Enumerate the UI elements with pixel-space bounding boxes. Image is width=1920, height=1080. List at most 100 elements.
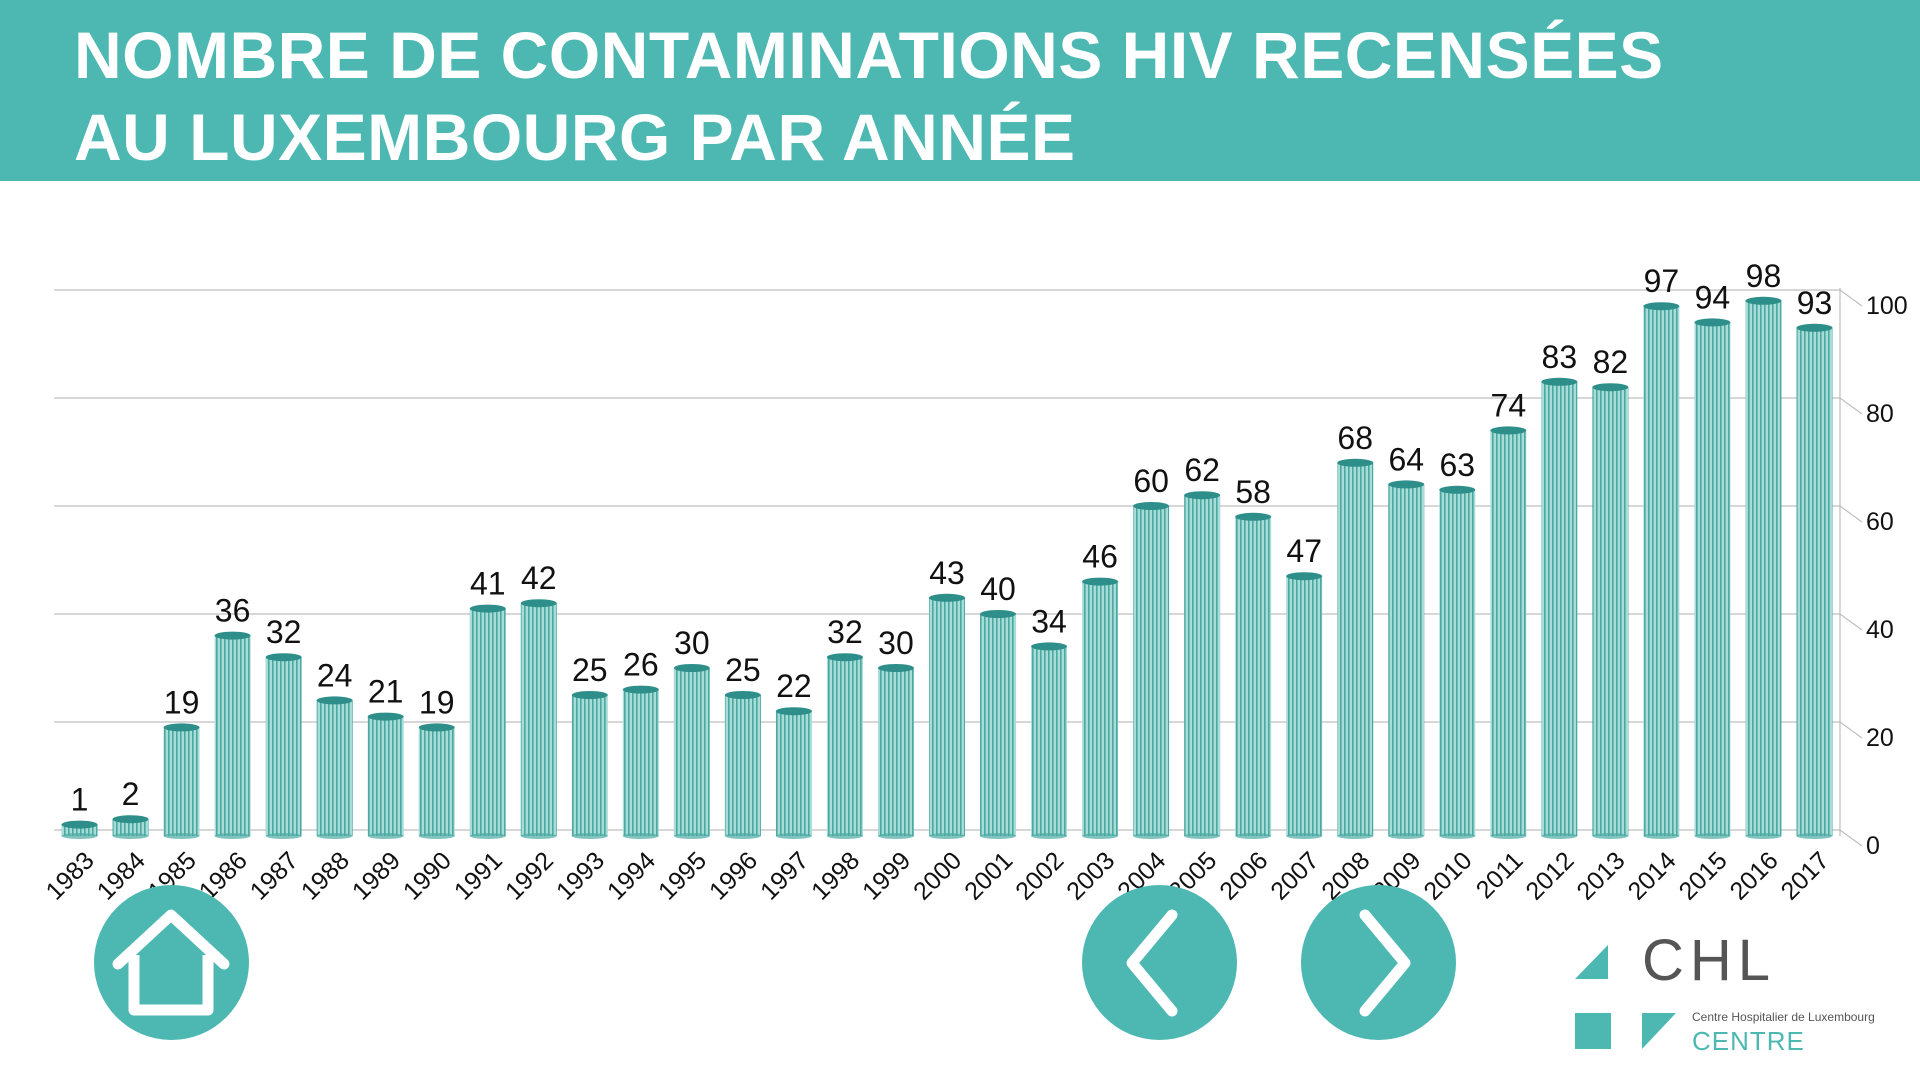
bar-cap <box>1643 302 1680 311</box>
bar-cap <box>1439 485 1476 494</box>
bar-cap <box>1082 577 1119 586</box>
y-tick-label: 60 <box>1866 508 1894 536</box>
bar-value-label: 46 <box>1082 539 1118 575</box>
bar <box>775 711 812 836</box>
x-tick-label: 2011 <box>1471 846 1529 904</box>
chart-bars <box>61 296 1833 839</box>
bar <box>112 819 149 836</box>
bar-value-label: 94 <box>1695 279 1731 315</box>
bar-cap <box>316 696 353 705</box>
bar-cap <box>1286 572 1323 581</box>
bar-cap <box>418 723 455 732</box>
bar <box>265 657 302 836</box>
bar-cap <box>520 599 557 608</box>
bar-value-label: 98 <box>1746 258 1782 294</box>
bar-cap <box>367 712 404 721</box>
gridline-perspective <box>1839 829 1863 847</box>
bar <box>724 695 761 836</box>
bar-value-label: 47 <box>1286 533 1322 569</box>
bar-cap <box>1031 642 1068 651</box>
bar-cap <box>980 610 1017 618</box>
x-tick-label: 1989 <box>347 846 406 905</box>
bar <box>1592 387 1629 836</box>
bar-base <box>469 833 506 839</box>
bar-cap <box>1388 480 1425 489</box>
bar-value-label: 36 <box>215 593 251 629</box>
logo-name: CHL <box>1642 928 1777 993</box>
bar-value-label: 60 <box>1133 463 1169 499</box>
bar-base <box>1490 833 1527 839</box>
y-axis: 0 20 40 60 80 100 <box>1839 288 1908 860</box>
chl-logo-mark <box>1575 945 1676 1049</box>
x-tick-label: 2001 <box>959 846 1018 905</box>
bar-value-label: 32 <box>266 614 302 650</box>
chart-data-labels: 1 2 19 36 32 24 21 19 41 42 25 26 30 25 22 32 30 43 40 34 46… <box>71 258 1833 818</box>
bar-cap <box>877 664 914 672</box>
bar-base <box>316 833 353 839</box>
x-tick-label: 2000 <box>908 846 967 905</box>
bar <box>163 727 200 836</box>
home-icon <box>112 909 230 1016</box>
bar-value-label: 2 <box>122 776 140 812</box>
bar <box>571 695 608 836</box>
bar <box>1439 489 1476 836</box>
bar-base <box>163 833 200 839</box>
bar-value-label: 30 <box>674 625 710 661</box>
y-tick-label: 20 <box>1866 724 1894 752</box>
bar-cap <box>1235 512 1272 521</box>
x-tick-label: 2015 <box>1674 846 1733 905</box>
bar-cap <box>112 815 149 824</box>
bar-value-label: 82 <box>1593 344 1629 380</box>
bar-cap <box>265 653 302 662</box>
bar-base <box>622 833 659 839</box>
bar-base <box>1184 833 1221 839</box>
bar <box>1388 484 1425 836</box>
bar-base <box>775 833 812 839</box>
bar <box>929 597 965 836</box>
bar-base <box>980 833 1017 839</box>
logo-subtitle: Centre Hospitalier de Luxembourg <box>1692 1010 1875 1024</box>
bar-cap <box>469 604 506 613</box>
bar-value-label: 19 <box>164 684 200 720</box>
title-line-1: NOMBRE DE CONTAMINATIONS HIV RECENSÉES <box>74 18 1664 92</box>
bar <box>877 668 914 836</box>
next-slide-button[interactable] <box>1301 885 1456 1040</box>
bar-base <box>571 833 608 839</box>
bar-value-label: 30 <box>878 625 914 661</box>
bar-value-label: 63 <box>1439 447 1475 483</box>
x-tick-label: 1992 <box>500 846 559 905</box>
bar-cap <box>571 691 608 699</box>
bar-value-label: 41 <box>470 566 506 602</box>
bar-base <box>1388 833 1425 839</box>
bar-value-label: 68 <box>1337 420 1373 456</box>
bar-value-label: 40 <box>980 571 1016 607</box>
bar-cap <box>1133 502 1170 510</box>
bar-value-label: 25 <box>572 652 608 688</box>
bar-base <box>826 833 863 839</box>
bar-base <box>367 833 404 839</box>
y-tick-label: 100 <box>1866 292 1908 320</box>
bar-cap <box>775 707 812 716</box>
x-axis: 1983198419851986198719881989199019911992… <box>41 846 1835 905</box>
bar-base <box>1796 833 1833 839</box>
bar-cap <box>214 631 251 640</box>
x-tick-label: 2017 <box>1776 846 1835 905</box>
bar-value-label: 22 <box>776 668 812 704</box>
previous-slide-button[interactable] <box>1082 885 1237 1040</box>
bar-value-label: 21 <box>368 674 404 710</box>
bar-cap <box>61 820 98 829</box>
bar-value-label: 24 <box>317 657 353 693</box>
x-tick-label: 1995 <box>653 846 712 905</box>
bar-base <box>724 833 761 839</box>
bar-cap <box>622 685 659 694</box>
bar-cap <box>1541 377 1578 386</box>
bar-value-label: 43 <box>929 555 965 591</box>
gridline-perspective <box>1839 721 1863 739</box>
home-button[interactable] <box>94 885 249 1040</box>
bar-value-label: 32 <box>827 614 863 650</box>
bar <box>214 635 251 836</box>
x-tick-label: 2013 <box>1571 846 1630 905</box>
bar-base <box>1082 833 1119 839</box>
x-tick-label: 1983 <box>41 846 100 905</box>
